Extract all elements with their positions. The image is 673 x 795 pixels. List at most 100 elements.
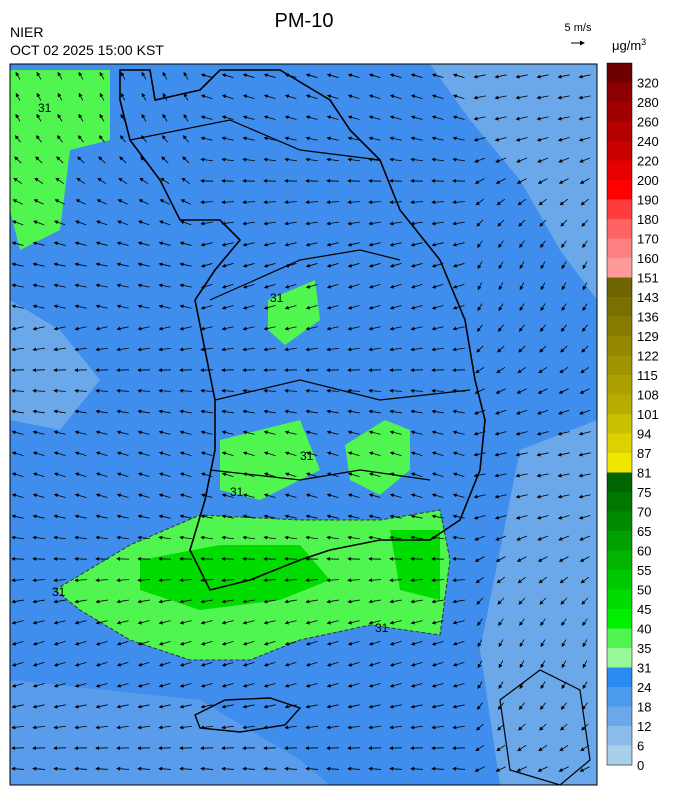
wind-arrow [179, 620, 192, 625]
wind-arrow [284, 263, 297, 268]
wind-arrow [516, 409, 528, 415]
wind-arrow [137, 766, 150, 771]
wind-arrow [179, 578, 192, 583]
wind-arrow [476, 345, 484, 353]
wind-arrow [410, 263, 423, 268]
contour-label: 31 [230, 485, 244, 499]
wind-arrow [158, 388, 171, 393]
wind-arrow [161, 156, 169, 164]
wind-arrow [326, 388, 339, 393]
wind-arrow [161, 135, 168, 143]
wind-arrow [516, 157, 528, 163]
wind-arrow [221, 136, 234, 141]
wind-arrow [560, 723, 568, 731]
wind-arrow [158, 683, 171, 688]
wind-arrow [368, 136, 381, 141]
wind-arrow [180, 220, 192, 226]
wind-arrow [519, 639, 525, 648]
wind-arrow [284, 283, 297, 289]
wind-arrow [158, 451, 171, 456]
wind-arrow [263, 472, 276, 478]
colorbar-label: 136 [637, 310, 659, 325]
timestamp: OCT 02 2025 15:00 KST [10, 42, 164, 58]
wind-arrow [578, 137, 591, 142]
wind-arrow [75, 220, 87, 226]
wind-arrow [517, 576, 526, 584]
wind-arrow [495, 535, 507, 541]
wind-arrow [32, 725, 45, 730]
wind-arrow [221, 683, 234, 688]
wind-arrow [284, 157, 297, 162]
wind-arrow [582, 618, 588, 626]
wind-arrow [284, 514, 297, 519]
wind-arrow [74, 661, 87, 667]
colorbar-label: 45 [637, 602, 651, 617]
wind-arrow [74, 683, 87, 688]
colorbar-label: 0 [637, 758, 644, 773]
wind-arrow [74, 535, 87, 540]
colorbar-label: 190 [637, 193, 659, 208]
wind-arrow [389, 94, 402, 100]
wind-arrow [53, 430, 66, 435]
wind-arrow [99, 113, 105, 122]
wind-arrow [179, 326, 192, 331]
wind-arrow [76, 177, 86, 185]
wind-arrow [579, 178, 590, 184]
wind-arrow [389, 661, 402, 667]
wind-arrow [162, 71, 168, 80]
wind-arrow [137, 326, 150, 331]
wind-arrow [305, 73, 318, 78]
colorbar-cell [607, 82, 632, 103]
green-zone [345, 420, 410, 495]
wind-arrow [347, 683, 360, 688]
wind-arrow [326, 326, 339, 331]
wind-arrow [452, 115, 465, 120]
wind-arrow [494, 95, 507, 100]
contour-label: 31 [375, 621, 389, 635]
wind-arrow [263, 704, 276, 709]
wind-arrow [221, 766, 234, 771]
wind-arrow [452, 472, 465, 478]
wind-arrow [284, 73, 297, 78]
wind-arrow [116, 326, 129, 331]
wind-arrow [116, 472, 129, 478]
wind-arrow [95, 535, 108, 540]
wind-arrow [11, 283, 24, 288]
wind-arrow [95, 514, 108, 519]
wind-arrow [95, 472, 108, 478]
wind-arrow [495, 556, 506, 562]
wind-arrow [389, 115, 402, 120]
wind-arrow [494, 431, 507, 436]
wind-arrow [11, 388, 24, 393]
wind-arrow [540, 282, 546, 291]
wind-arrow [263, 283, 276, 289]
wind-arrow [347, 263, 360, 268]
wind-arrow [579, 388, 590, 394]
wind-arrow [179, 704, 192, 709]
wind-arrow [116, 514, 129, 519]
colorbar-label: 108 [637, 388, 659, 403]
wind-arrow [183, 71, 189, 80]
wind-arrow [221, 641, 234, 646]
wind-arrow [116, 430, 129, 435]
wind-arrow [536, 431, 549, 436]
wind-arrow [536, 494, 549, 499]
wind-arrow [431, 725, 444, 730]
wind-arrow [95, 661, 108, 667]
wind-arrow [452, 157, 465, 162]
wind-arrow [558, 409, 570, 415]
wind-arrow [179, 599, 192, 604]
wind-arrow [518, 597, 526, 605]
wind-arrow [116, 241, 129, 246]
wind-arrow [368, 94, 381, 100]
wind-arrow [518, 219, 526, 227]
wind-arrow [284, 451, 297, 456]
wind-arrow [32, 347, 45, 352]
wind-arrow [347, 283, 360, 289]
wind-arrow [496, 576, 505, 584]
wind-arrow [558, 157, 570, 163]
wind-arrow [116, 451, 129, 456]
wind-arrow [389, 578, 402, 583]
wind-arrow [32, 451, 45, 456]
wind-arrow [431, 683, 444, 688]
